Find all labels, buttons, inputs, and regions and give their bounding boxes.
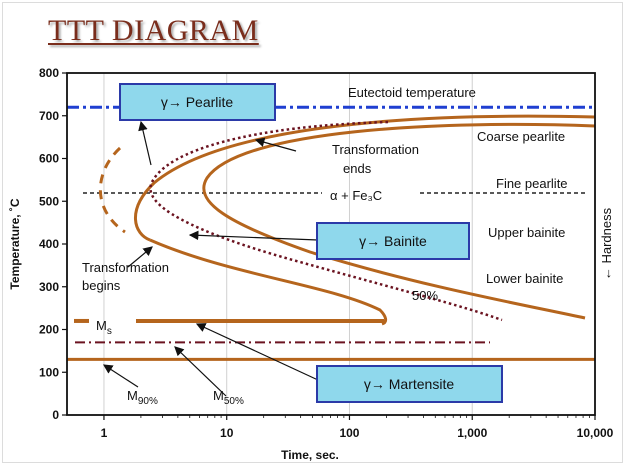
axis-ticks: 1 10 100 1,000 10,000 0 100 200 300 400 500 600 700 8…: [39, 66, 614, 440]
x-tick-label: 10: [220, 426, 234, 440]
y-tick-label: 300: [39, 280, 59, 294]
fifty-percent-curve: [149, 120, 503, 322]
martensite-box-label: γ→ Martensite: [364, 376, 454, 392]
transformation-begins-line1: Transformation: [82, 260, 169, 275]
ends-curve: [202, 122, 596, 320]
transformation-curves: [67, 105, 596, 361]
begins-arrow: [127, 246, 153, 268]
ms-label: Ms: [96, 318, 112, 337]
annotation-arrows: [102, 120, 319, 397]
pearlite-box: [119, 83, 276, 121]
y-tick-label: 0: [52, 408, 59, 422]
x-tick-label: 10,000: [577, 426, 614, 440]
y-tick-label: 800: [39, 66, 59, 80]
martensite-arrow-ms: [195, 323, 319, 381]
transformation-begins-line2: begins: [82, 278, 121, 293]
pearlite-box-label: γ→ Pearlite: [161, 94, 234, 110]
pearlite-arrow: [138, 120, 152, 166]
transformation-boxes: γ→ Pearlite γ→ Bainite γ→ Martensite: [119, 83, 503, 403]
m90-arrow: [102, 364, 139, 388]
transformation-ends-line2: ends: [343, 161, 372, 176]
y-tick-label: 700: [39, 109, 59, 123]
m90-label: M90%: [127, 388, 158, 407]
y-tick-label: 600: [39, 152, 59, 166]
ends-arrow: [254, 137, 297, 152]
x-tick-label: 1,000: [457, 426, 487, 440]
martensite-box: [316, 365, 503, 403]
annotations: Time, sec. Temperature, ˚C Eutectoid tem…: [8, 85, 614, 462]
bainite-box-label: γ→ Bainite: [359, 233, 427, 249]
fine-pearlite-label: Fine pearlite: [496, 176, 568, 191]
fifty-percent-label: 50%: [412, 288, 438, 303]
upper-bainite-label: Upper bainite: [488, 225, 565, 240]
x-axis-label: Time, sec.: [281, 448, 339, 462]
y-tick-label: 400: [39, 237, 59, 251]
slide-title: TTT DIAGRAM: [48, 14, 259, 47]
transformation-ends-line1: Transformation: [332, 142, 419, 157]
y-tick-label: 500: [39, 194, 59, 208]
y-tick-label: 100: [39, 365, 59, 379]
bainite-arrow: [188, 230, 319, 241]
eutectoid-label: Eutectoid temperature: [348, 85, 476, 100]
alpha-fe3c-label: α + Fe₃C: [330, 188, 382, 203]
begins-curve-lower: [149, 238, 388, 326]
begins-curve-upper: [134, 114, 596, 242]
begins-curve-dashed-nose: [98, 146, 126, 234]
lower-bainite-label: Lower bainite: [486, 271, 563, 286]
bainite-box: [316, 222, 470, 260]
m50-arrow: [174, 346, 227, 397]
slide-frame: [2, 2, 623, 463]
x-tick-label: 100: [339, 426, 359, 440]
y-axis-label: Temperature, ˚C: [8, 198, 22, 289]
hardness-label: ← Hardness: [599, 207, 614, 280]
x-tick-label: 1: [101, 426, 108, 440]
coarse-pearlite-label: Coarse pearlite: [477, 129, 565, 144]
y-tick-label: 200: [39, 323, 59, 337]
m50-label: M50%: [213, 388, 244, 407]
